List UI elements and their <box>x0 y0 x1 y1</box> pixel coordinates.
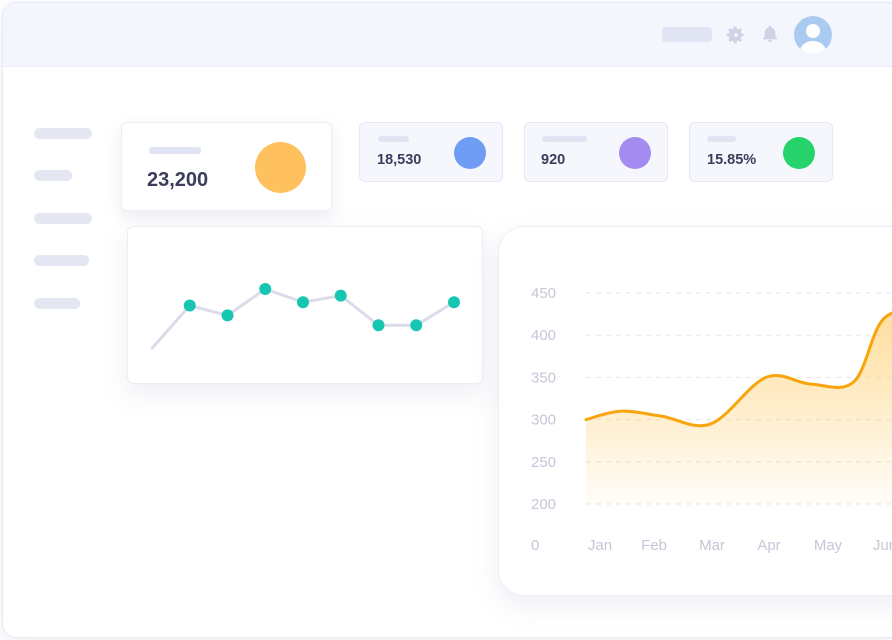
stat-card-value: 18,530 <box>377 152 422 168</box>
x-tick-label: Mar <box>699 537 725 554</box>
sparkline-point <box>372 319 385 332</box>
x-tick-label: Feb <box>641 537 667 554</box>
gear-icon[interactable] <box>726 25 746 45</box>
y-tick-label: 300 <box>531 412 556 429</box>
stat-card-2[interactable]: 18,530 <box>359 122 503 182</box>
x-tick-label: May <box>814 537 843 554</box>
y-tick-label: 450 <box>531 285 556 302</box>
stat-card-indicator <box>255 142 306 193</box>
sparkline-point <box>334 289 347 302</box>
stat-card-1[interactable]: 23,200 <box>121 122 332 211</box>
stat-card-indicator <box>454 137 486 169</box>
user-icon <box>799 24 827 54</box>
sparkline-point <box>410 319 423 332</box>
search-placeholder-bar[interactable] <box>662 27 712 42</box>
y-tick-label: 250 <box>531 454 556 471</box>
y-tick-label: 350 <box>531 369 556 386</box>
stat-card-label-bar <box>542 136 587 142</box>
x-tick-label: Apr <box>757 537 780 554</box>
stat-card-4[interactable]: 15.85% <box>689 122 833 182</box>
sparkline-point <box>448 296 460 309</box>
sparkline-chart <box>150 283 460 350</box>
stat-card-value: 920 <box>541 152 566 168</box>
y-tick-label: 0 <box>531 537 539 554</box>
area-series-line <box>584 311 892 428</box>
stat-card-label-bar <box>378 136 409 142</box>
x-tick-label: Jun <box>873 537 892 554</box>
sparkline-point <box>297 296 309 309</box>
stat-card-label-bar <box>707 136 736 142</box>
user-avatar[interactable] <box>794 16 832 54</box>
y-tick-label: 200 <box>531 496 556 513</box>
sidebar-item-5[interactable] <box>34 298 80 309</box>
x-tick-label: Jan <box>588 537 612 554</box>
area-chart-panel: 450 400 350 300 250 200 0 Jan Feb Mar Apr May Jun <box>498 226 892 596</box>
area-chart: 450 400 350 300 250 200 0 Jan Feb Mar Apr May Jun <box>531 285 892 554</box>
sidebar-item-4[interactable] <box>34 255 89 266</box>
sidebar-item-1[interactable] <box>34 128 92 139</box>
y-tick-label: 400 <box>531 327 556 344</box>
sparkline-point <box>221 309 234 322</box>
stat-card-indicator <box>619 137 651 169</box>
stat-card-value: 15.85% <box>707 152 757 168</box>
stat-card-label-bar <box>149 147 201 154</box>
sparkline-point <box>183 299 196 312</box>
top-bar <box>3 3 892 67</box>
stat-card-3[interactable]: 920 <box>524 122 668 182</box>
area-series-fill <box>586 313 892 504</box>
bell-icon[interactable] <box>760 24 780 44</box>
sidebar-item-3[interactable] <box>34 213 92 224</box>
stat-card-value: 23,200 <box>147 169 209 191</box>
sparkline-point <box>259 283 272 295</box>
stat-card-indicator <box>783 137 815 169</box>
sparkline-panel <box>127 226 483 384</box>
sidebar-item-2[interactable] <box>34 170 72 181</box>
